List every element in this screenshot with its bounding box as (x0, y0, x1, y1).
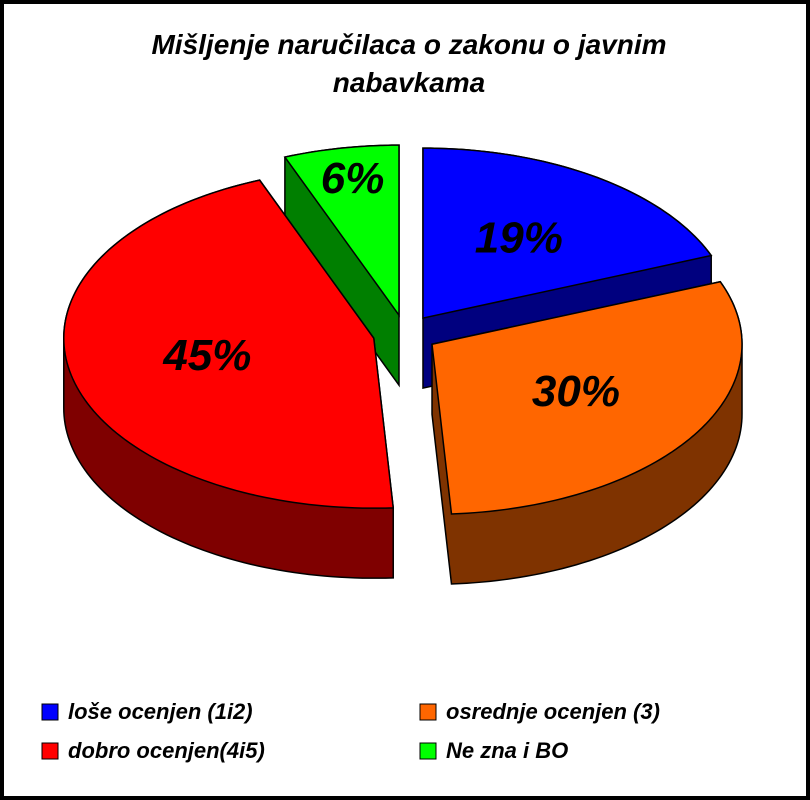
legend-swatch (41, 742, 59, 760)
legend-swatch (41, 703, 59, 721)
data-label: 30% (532, 367, 620, 416)
slice (63, 179, 395, 509)
plot-area: 19% 30% 45% 6% loše ocenjen (1i2) osrednje oc… (41, 144, 743, 763)
legend-label: osrednje ocenjen (3) (446, 699, 660, 724)
legend-swatch (419, 703, 437, 721)
legend-label: loše ocenjen (1i2) (68, 699, 253, 724)
legend-label: Ne zna i BO (446, 738, 568, 763)
legend-label: dobro ocenjen(4i5) (68, 738, 265, 763)
slice (431, 280, 743, 515)
chart-title: Mišljenje naručilaca o zakonu o javnim n… (151, 29, 667, 98)
slice (422, 147, 713, 320)
legend-swatch (419, 742, 437, 760)
data-label: 45% (162, 331, 251, 380)
data-label: 6% (321, 154, 385, 203)
slice (283, 144, 400, 318)
data-label: 19% (475, 213, 563, 262)
